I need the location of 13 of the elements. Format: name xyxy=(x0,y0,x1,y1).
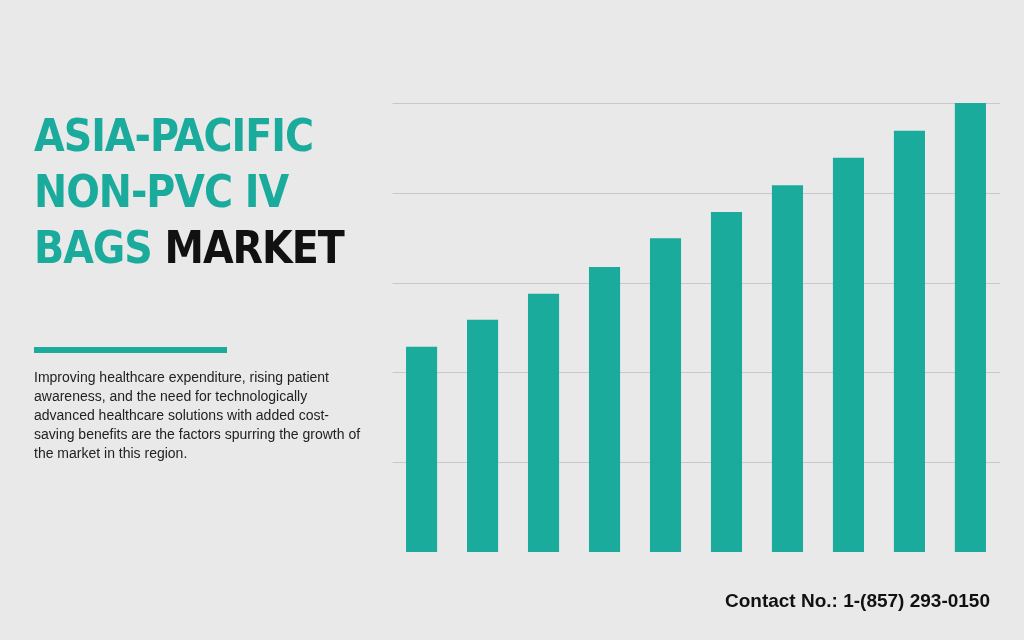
text: Contact No.: 1-(857) 293-0150 xyxy=(724,590,990,612)
bar xyxy=(406,346,438,552)
bar xyxy=(771,185,804,552)
bar xyxy=(527,293,560,552)
bar xyxy=(710,212,743,552)
text: Improving healthcare expenditure, rising patient awareness, and the need for technologically advanced healthcare solutions with added cost-saving benefits are the factors spurring the growth of the market in this region. xyxy=(34,368,362,463)
chart-title: ASIA-PACIFIC NON-PVC IV BAGS MARKET xyxy=(34,110,344,273)
bar xyxy=(954,103,986,552)
bar xyxy=(467,319,499,552)
bar xyxy=(588,266,621,552)
bar xyxy=(893,130,925,552)
bar xyxy=(832,157,865,552)
bar xyxy=(649,238,682,552)
